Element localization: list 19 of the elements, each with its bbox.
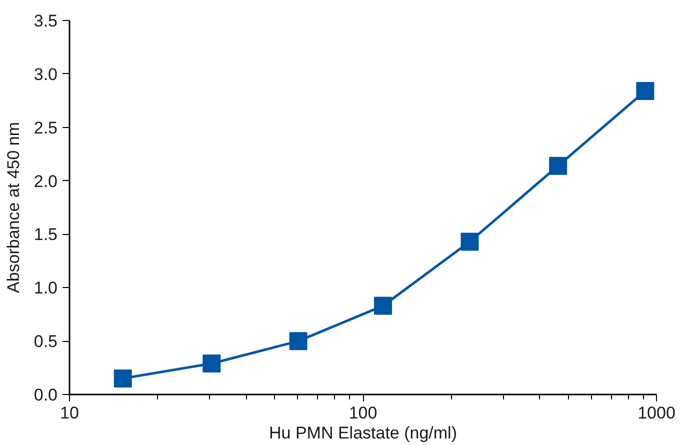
point <box>460 232 479 251</box>
x-tick-label: 1000 <box>638 404 676 422</box>
point <box>289 332 308 350</box>
y-tick-label: 1.0 <box>34 278 58 298</box>
point <box>114 369 132 388</box>
point <box>636 82 654 100</box>
y-tick-label: 2.5 <box>34 118 58 138</box>
y-tick-label: 1.5 <box>34 225 58 244</box>
point <box>374 296 392 315</box>
y-tick-label: 2.0 <box>34 172 58 191</box>
y-tick-label: 0.5 <box>34 332 58 352</box>
y-tick-label: 3.0 <box>34 64 58 84</box>
y-tick-label: 0.0 <box>34 386 58 404</box>
x-tick-label: 100 <box>348 404 378 422</box>
x-tick-label: 10 <box>60 404 79 422</box>
y-tick-label: 3.5 <box>34 12 58 30</box>
y-axis-title: Absorbance at 450 nm <box>4 122 23 294</box>
x-axis-title: Hu PMN Elastate (ng/ml) <box>269 424 457 442</box>
point <box>549 156 568 175</box>
